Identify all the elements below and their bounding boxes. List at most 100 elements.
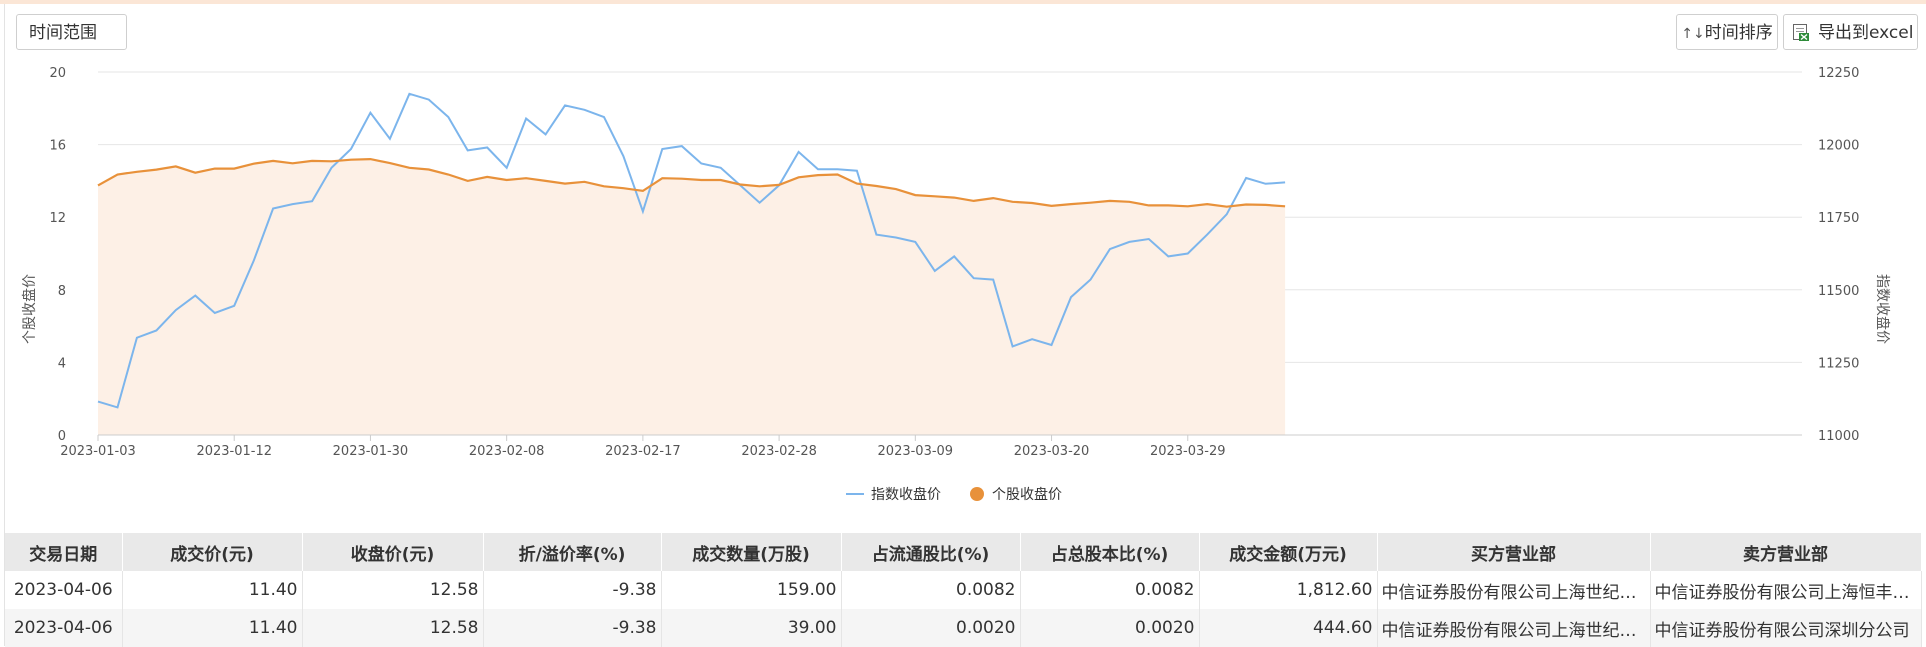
index-point[interactable] (95, 399, 101, 405)
index-point[interactable] (990, 277, 996, 283)
stock-point[interactable] (543, 178, 549, 184)
index-point[interactable] (582, 107, 588, 113)
stock-point[interactable] (1224, 204, 1230, 210)
stock-point[interactable] (1029, 200, 1035, 206)
stock-point[interactable] (329, 158, 335, 164)
index-point[interactable] (640, 208, 646, 214)
col-header-float-ratio[interactable]: 占流通股比(%) (841, 533, 1021, 571)
index-point[interactable] (523, 115, 529, 121)
col-header-total-ratio[interactable]: 占总股本比(%) (1020, 533, 1200, 571)
index-point[interactable] (134, 335, 140, 341)
stock-point[interactable] (582, 179, 588, 185)
stock-point[interactable] (990, 195, 996, 201)
stock-point[interactable] (737, 182, 743, 188)
stock-point[interactable] (912, 192, 918, 198)
stock-point[interactable] (932, 193, 938, 199)
stock-point[interactable] (718, 177, 724, 183)
index-point[interactable] (757, 200, 763, 206)
stock-point[interactable] (951, 195, 957, 201)
index-point[interactable] (212, 310, 218, 316)
index-point[interactable] (912, 239, 918, 245)
cell-buyer[interactable]: 中信证券股份有限公司上海世纪… (1377, 609, 1651, 647)
stock-point[interactable] (231, 166, 237, 172)
index-point[interactable] (543, 131, 549, 137)
index-point[interactable] (1165, 253, 1171, 259)
index-point[interactable] (1126, 239, 1132, 245)
stock-point[interactable] (134, 169, 140, 175)
index-point[interactable] (114, 404, 120, 410)
legend-item-stock[interactable]: 个股收盘价 (970, 486, 1062, 503)
col-header-seller[interactable]: 卖方营业部 (1650, 533, 1922, 571)
index-point[interactable] (1068, 294, 1074, 300)
col-header-volume[interactable]: 成交数量(万股) (661, 533, 842, 571)
index-point[interactable] (1185, 251, 1191, 257)
stock-point[interactable] (1282, 203, 1288, 209)
stock-point[interactable] (601, 183, 607, 189)
index-point[interactable] (504, 165, 510, 171)
index-point[interactable] (1087, 277, 1093, 283)
index-point[interactable] (815, 166, 821, 172)
stock-point[interactable] (290, 160, 296, 166)
stock-point[interactable] (1010, 199, 1016, 205)
col-header-buyer[interactable]: 买方营业部 (1377, 533, 1651, 571)
stock-point[interactable] (309, 158, 315, 164)
index-point[interactable] (309, 198, 315, 204)
stock-point[interactable] (1107, 198, 1113, 204)
index-point[interactable] (445, 114, 451, 120)
index-point[interactable] (153, 327, 159, 333)
stock-point[interactable] (192, 170, 198, 176)
index-point[interactable] (1010, 343, 1016, 349)
index-point[interactable] (173, 307, 179, 313)
stock-point[interactable] (1165, 202, 1171, 208)
stock-point[interactable] (971, 198, 977, 204)
stock-point[interactable] (1263, 202, 1269, 208)
stock-point[interactable] (387, 160, 393, 166)
index-point[interactable] (387, 136, 393, 142)
stock-point[interactable] (173, 163, 179, 169)
stock-point[interactable] (640, 188, 646, 194)
index-point[interactable] (893, 235, 899, 241)
index-point[interactable] (854, 168, 860, 174)
stock-point[interactable] (757, 183, 763, 189)
stock-point[interactable] (1049, 203, 1055, 209)
stock-point[interactable] (212, 166, 218, 172)
index-point[interactable] (834, 166, 840, 172)
index-point[interactable] (1029, 336, 1035, 342)
col-header-date[interactable]: 交易日期 (5, 533, 123, 571)
stock-point[interactable] (815, 172, 821, 178)
index-point[interactable] (270, 205, 276, 211)
stock-point[interactable] (1087, 200, 1093, 206)
index-point[interactable] (796, 149, 802, 155)
index-point[interactable] (231, 303, 237, 309)
stock-point[interactable] (873, 183, 879, 189)
stock-point[interactable] (796, 174, 802, 180)
col-header-close[interactable]: 收盘价(元) (302, 533, 484, 571)
time-range-button[interactable]: 时间范围 (16, 14, 127, 50)
stock-point[interactable] (562, 181, 568, 187)
index-point[interactable] (329, 165, 335, 171)
stock-point[interactable] (114, 172, 120, 178)
index-point[interactable] (1204, 232, 1210, 238)
stock-point[interactable] (1204, 201, 1210, 207)
stock-point[interactable] (153, 167, 159, 173)
legend-item-index[interactable]: 指数收盘价 (846, 486, 941, 503)
index-point[interactable] (659, 146, 665, 152)
cell-buyer[interactable]: 中信证券股份有限公司上海世纪… (1377, 571, 1651, 609)
index-point[interactable] (601, 114, 607, 120)
index-point[interactable] (426, 97, 432, 103)
stock-point[interactable] (854, 181, 860, 187)
col-header-amount[interactable]: 成交金额(万元) (1199, 533, 1378, 571)
index-point[interactable] (718, 165, 724, 171)
export-excel-button[interactable]: 导出到excel (1783, 14, 1918, 50)
index-point[interactable] (679, 143, 685, 149)
index-point[interactable] (367, 110, 373, 116)
stock-point[interactable] (523, 175, 529, 181)
stock-point[interactable] (484, 174, 490, 180)
stock-point[interactable] (270, 158, 276, 164)
stock-point[interactable] (1185, 203, 1191, 209)
stock-point[interactable] (95, 182, 101, 188)
stock-point[interactable] (1068, 201, 1074, 207)
stock-point[interactable] (504, 177, 510, 183)
stock-point[interactable] (620, 185, 626, 191)
index-point[interactable] (1263, 181, 1269, 187)
